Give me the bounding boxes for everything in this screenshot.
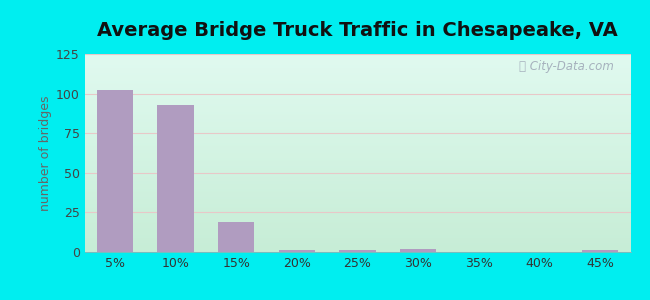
Bar	[400, 249, 436, 252]
Bar	[157, 105, 194, 252]
Bar	[279, 250, 315, 252]
Bar	[339, 250, 376, 252]
Text: ⓘ City-Data.com: ⓘ City-Data.com	[519, 60, 614, 73]
Bar	[582, 250, 618, 252]
Bar	[97, 90, 133, 252]
Bar	[218, 222, 254, 252]
Text: Average Bridge Truck Traffic in Chesapeake, VA: Average Bridge Truck Traffic in Chesapea…	[97, 21, 618, 40]
Y-axis label: number of bridges: number of bridges	[38, 95, 51, 211]
